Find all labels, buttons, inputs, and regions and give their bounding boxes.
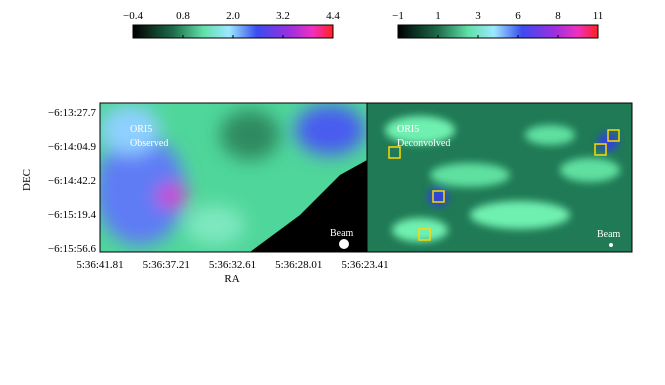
panel-label: ORI5 xyxy=(397,124,419,135)
colorbar-tick-label: 3 xyxy=(475,10,481,22)
x-tick-label: 5:36:41.81 xyxy=(76,259,123,271)
colorbar-tick-label: 0.8 xyxy=(176,10,190,22)
panel-sublabel: Deconvolved xyxy=(397,138,450,149)
beam-label: Beam xyxy=(597,229,621,240)
panel-label: ORI5 xyxy=(130,124,152,135)
colorbar-tick-label: −1 xyxy=(392,10,404,22)
colorbar-tick-label: 11 xyxy=(593,10,604,22)
colorbar-tick-label: 3.2 xyxy=(276,10,290,22)
y-axis-label: DEC xyxy=(21,169,33,191)
y-tick-label: −6:15:19.4 xyxy=(48,209,97,221)
beam-label: Beam xyxy=(330,228,354,239)
colorbar xyxy=(397,24,599,39)
colorbar-tick-label: 2.0 xyxy=(226,10,240,22)
y-tick-label: −6:14:04.9 xyxy=(48,141,97,153)
colorbar-tick-label: 6 xyxy=(515,10,521,22)
x-tick-label: 5:36:32.61 xyxy=(209,259,256,271)
y-tick-label: −6:14:42.2 xyxy=(48,175,96,187)
x-axis-label: RA xyxy=(224,273,239,285)
colorbar-tick-label: 1 xyxy=(435,10,441,22)
observed-map xyxy=(100,103,367,252)
colorbar-tick-label: 4.4 xyxy=(326,10,340,22)
panel-sublabel: Observed xyxy=(130,138,168,149)
x-tick-label: 5:36:23.41 xyxy=(341,259,388,271)
colorbar-tick-label: −0.4 xyxy=(123,10,143,22)
y-tick-label: −6:13:27.7 xyxy=(48,107,97,119)
y-tick-label: −6:15:56.6 xyxy=(48,243,97,255)
x-tick-label: 5:36:28.01 xyxy=(275,259,322,271)
deconvolved-map xyxy=(367,103,632,252)
x-tick-label: 5:36:37.21 xyxy=(143,259,190,271)
colorbar-tick-label: 8 xyxy=(555,10,561,22)
